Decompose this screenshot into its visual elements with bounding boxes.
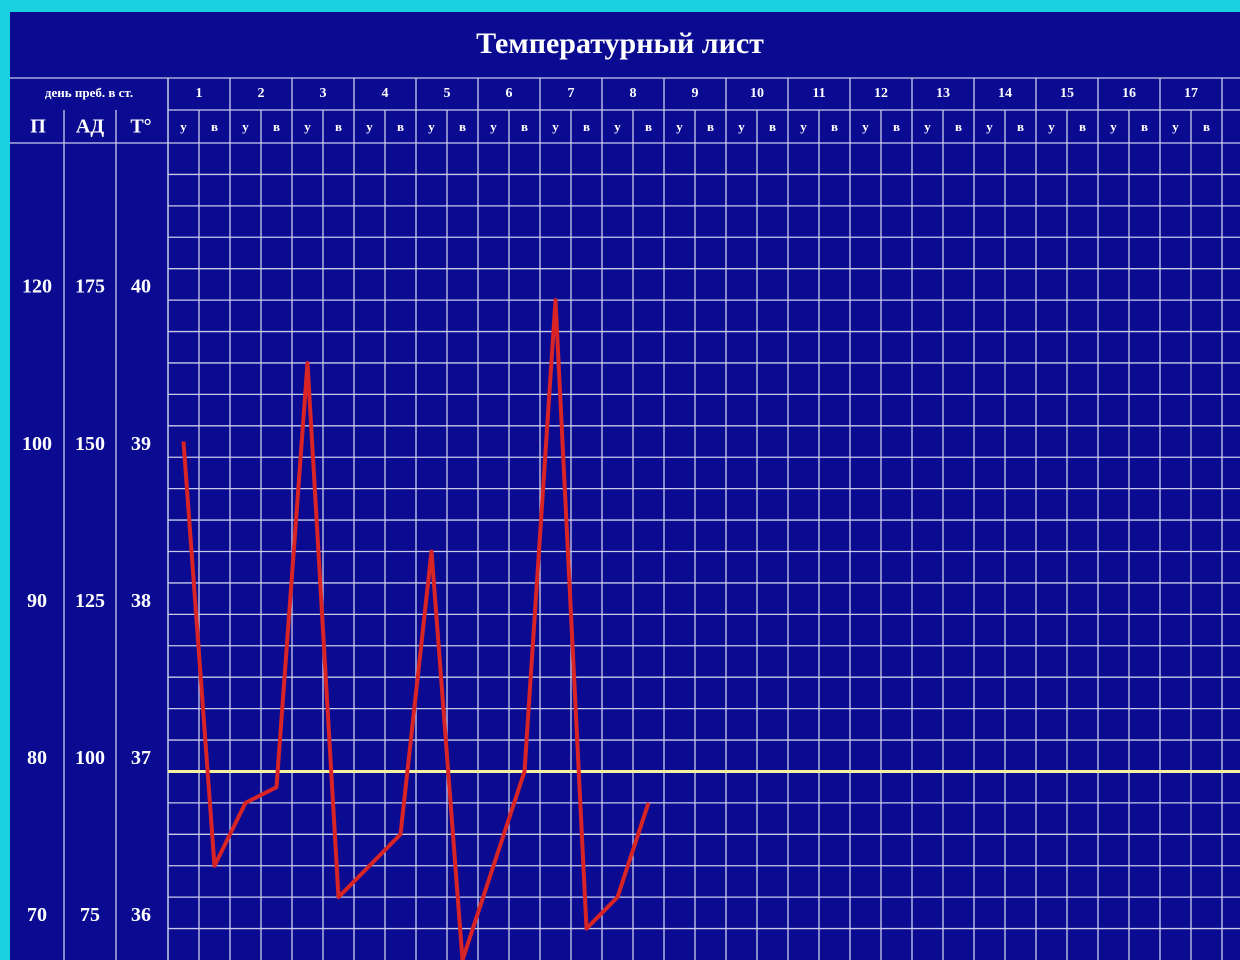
- half-day-label: у: [552, 119, 559, 134]
- bp-tick-label: 175: [75, 276, 105, 298]
- half-day-label: в: [273, 119, 280, 134]
- day-label: 6: [506, 86, 513, 101]
- pulse-tick-label: 80: [27, 747, 47, 769]
- day-label: 9: [692, 86, 699, 101]
- pulse-tick-label: 90: [27, 590, 47, 612]
- day-label: 13: [936, 86, 950, 101]
- chart-title: Температурный лист: [476, 27, 764, 60]
- bp-tick-label: 125: [75, 590, 105, 612]
- half-day-label: в: [459, 119, 466, 134]
- bp-tick-label: 100: [75, 747, 105, 769]
- half-day-label: у: [242, 119, 249, 134]
- half-day-label: в: [955, 119, 962, 134]
- half-day-label: у: [1172, 119, 1179, 134]
- temp-tick-label: 39: [131, 433, 151, 455]
- day-label: 2: [258, 86, 265, 101]
- half-day-label: в: [831, 119, 838, 134]
- day-label: 11: [812, 86, 825, 101]
- temp-tick-label: 40: [131, 276, 151, 298]
- half-day-label: у: [304, 119, 311, 134]
- half-day-label: у: [1110, 119, 1117, 134]
- half-day-label: у: [738, 119, 745, 134]
- temp-header: Т°: [130, 116, 151, 138]
- half-day-label: у: [800, 119, 807, 134]
- half-day-label: в: [211, 119, 218, 134]
- day-label: 4: [382, 86, 389, 101]
- half-day-label: у: [1048, 119, 1055, 134]
- half-day-label: у: [986, 119, 993, 134]
- pulse-tick-label: 120: [22, 276, 52, 298]
- stay-header: день преб. в ст.: [45, 85, 133, 100]
- day-label: 16: [1122, 86, 1136, 101]
- half-day-label: в: [335, 119, 342, 134]
- day-label: 5: [444, 86, 451, 101]
- day-label: 14: [998, 86, 1012, 101]
- day-label: 7: [568, 86, 575, 101]
- half-day-label: у: [490, 119, 497, 134]
- pulse-tick-label: 100: [22, 433, 52, 455]
- pulse-header: П: [30, 116, 46, 138]
- bp-header: АД: [76, 116, 104, 138]
- half-day-label: в: [1141, 119, 1148, 134]
- half-day-label: у: [428, 119, 435, 134]
- half-day-label: в: [769, 119, 776, 134]
- temp-tick-label: 37: [131, 747, 151, 769]
- day-label: 17: [1184, 86, 1198, 101]
- half-day-label: в: [583, 119, 590, 134]
- half-day-label: у: [862, 119, 869, 134]
- half-day-label: в: [893, 119, 900, 134]
- day-label: 8: [630, 86, 637, 101]
- half-day-label: у: [366, 119, 373, 134]
- pulse-tick-label: 70: [27, 904, 47, 926]
- half-day-label: в: [1017, 119, 1024, 134]
- temperature-line: [181, 298, 651, 960]
- day-label: 1: [196, 86, 203, 101]
- half-day-label: в: [707, 119, 714, 134]
- bp-tick-label: 150: [75, 433, 105, 455]
- day-label: 10: [750, 86, 764, 101]
- bp-tick-label: 75: [80, 904, 100, 926]
- day-label: 12: [874, 86, 888, 101]
- half-day-label: в: [521, 119, 528, 134]
- half-day-label: у: [180, 119, 187, 134]
- half-day-label: у: [924, 119, 931, 134]
- half-day-label: в: [1203, 119, 1210, 134]
- sheet-background: [10, 12, 1240, 960]
- half-day-label: в: [645, 119, 652, 134]
- half-day-label: у: [676, 119, 683, 134]
- temp-tick-label: 36: [131, 904, 151, 926]
- day-label: 15: [1060, 86, 1074, 101]
- half-day-label: в: [1079, 119, 1086, 134]
- half-day-label: у: [614, 119, 621, 134]
- half-day-label: в: [397, 119, 404, 134]
- temp-tick-label: 38: [131, 590, 151, 612]
- day-label: 3: [320, 86, 327, 101]
